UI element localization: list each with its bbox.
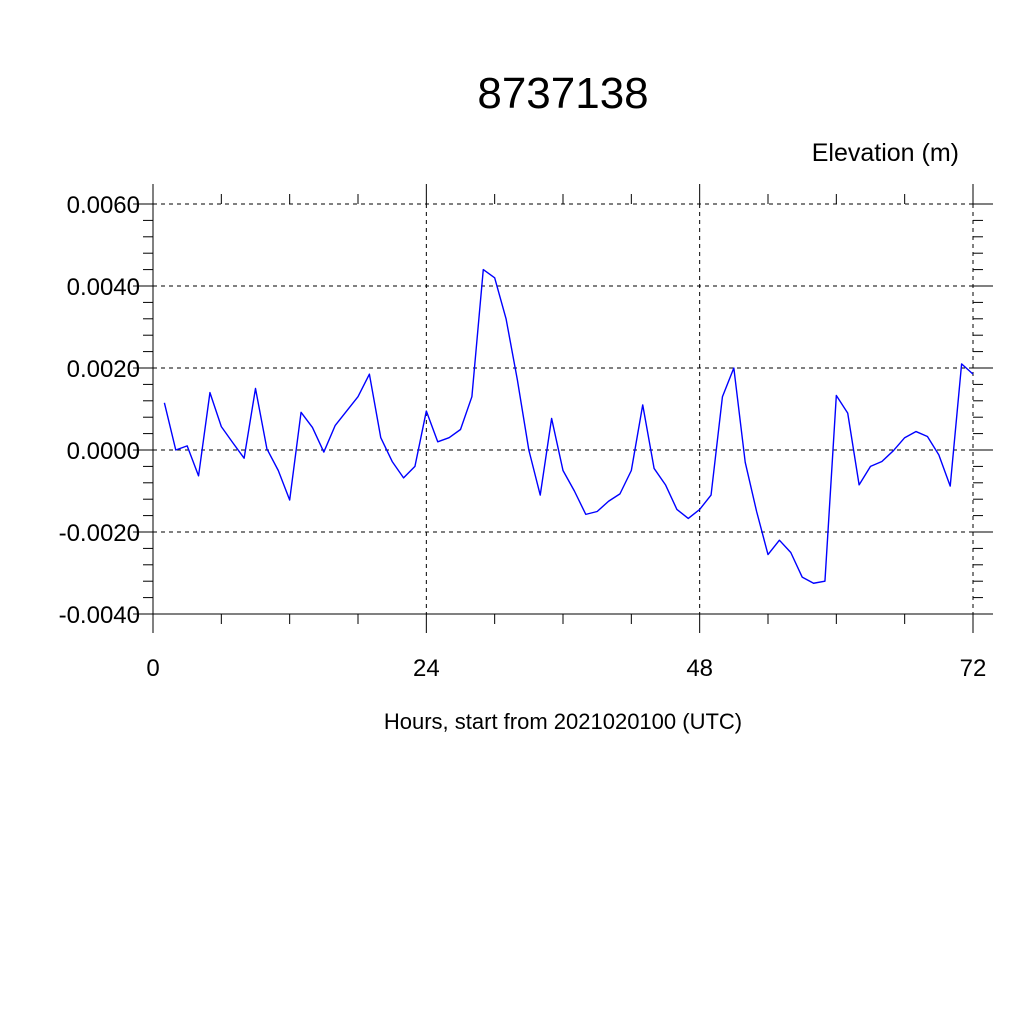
y-tick-label: 0.0020 — [67, 356, 140, 383]
x-tick-label: 0 — [146, 655, 159, 682]
x-tick-label: 24 — [413, 655, 440, 682]
y-axis-unit-label: Elevation (m) — [812, 139, 959, 167]
y-tick-label: -0.0040 — [59, 602, 140, 629]
plot-area: -0.0040 -0.0020 0.0000 0.0020 0.0040 0.0060 0 2… — [59, 184, 993, 682]
y-tick-label: 0.0060 — [67, 192, 140, 219]
y-tick-label: 0.0040 — [67, 274, 140, 301]
x-tick-label: 48 — [686, 655, 713, 682]
chart-title: 8737138 — [477, 69, 648, 118]
y-tick-label: 0.0000 — [67, 438, 140, 465]
x-tick-label: 72 — [960, 655, 987, 682]
x-axis-label: Hours, start from 2021020100 (UTC) — [384, 709, 742, 734]
series-line — [163, 268, 974, 584]
y-tick-label: -0.0020 — [59, 520, 140, 547]
